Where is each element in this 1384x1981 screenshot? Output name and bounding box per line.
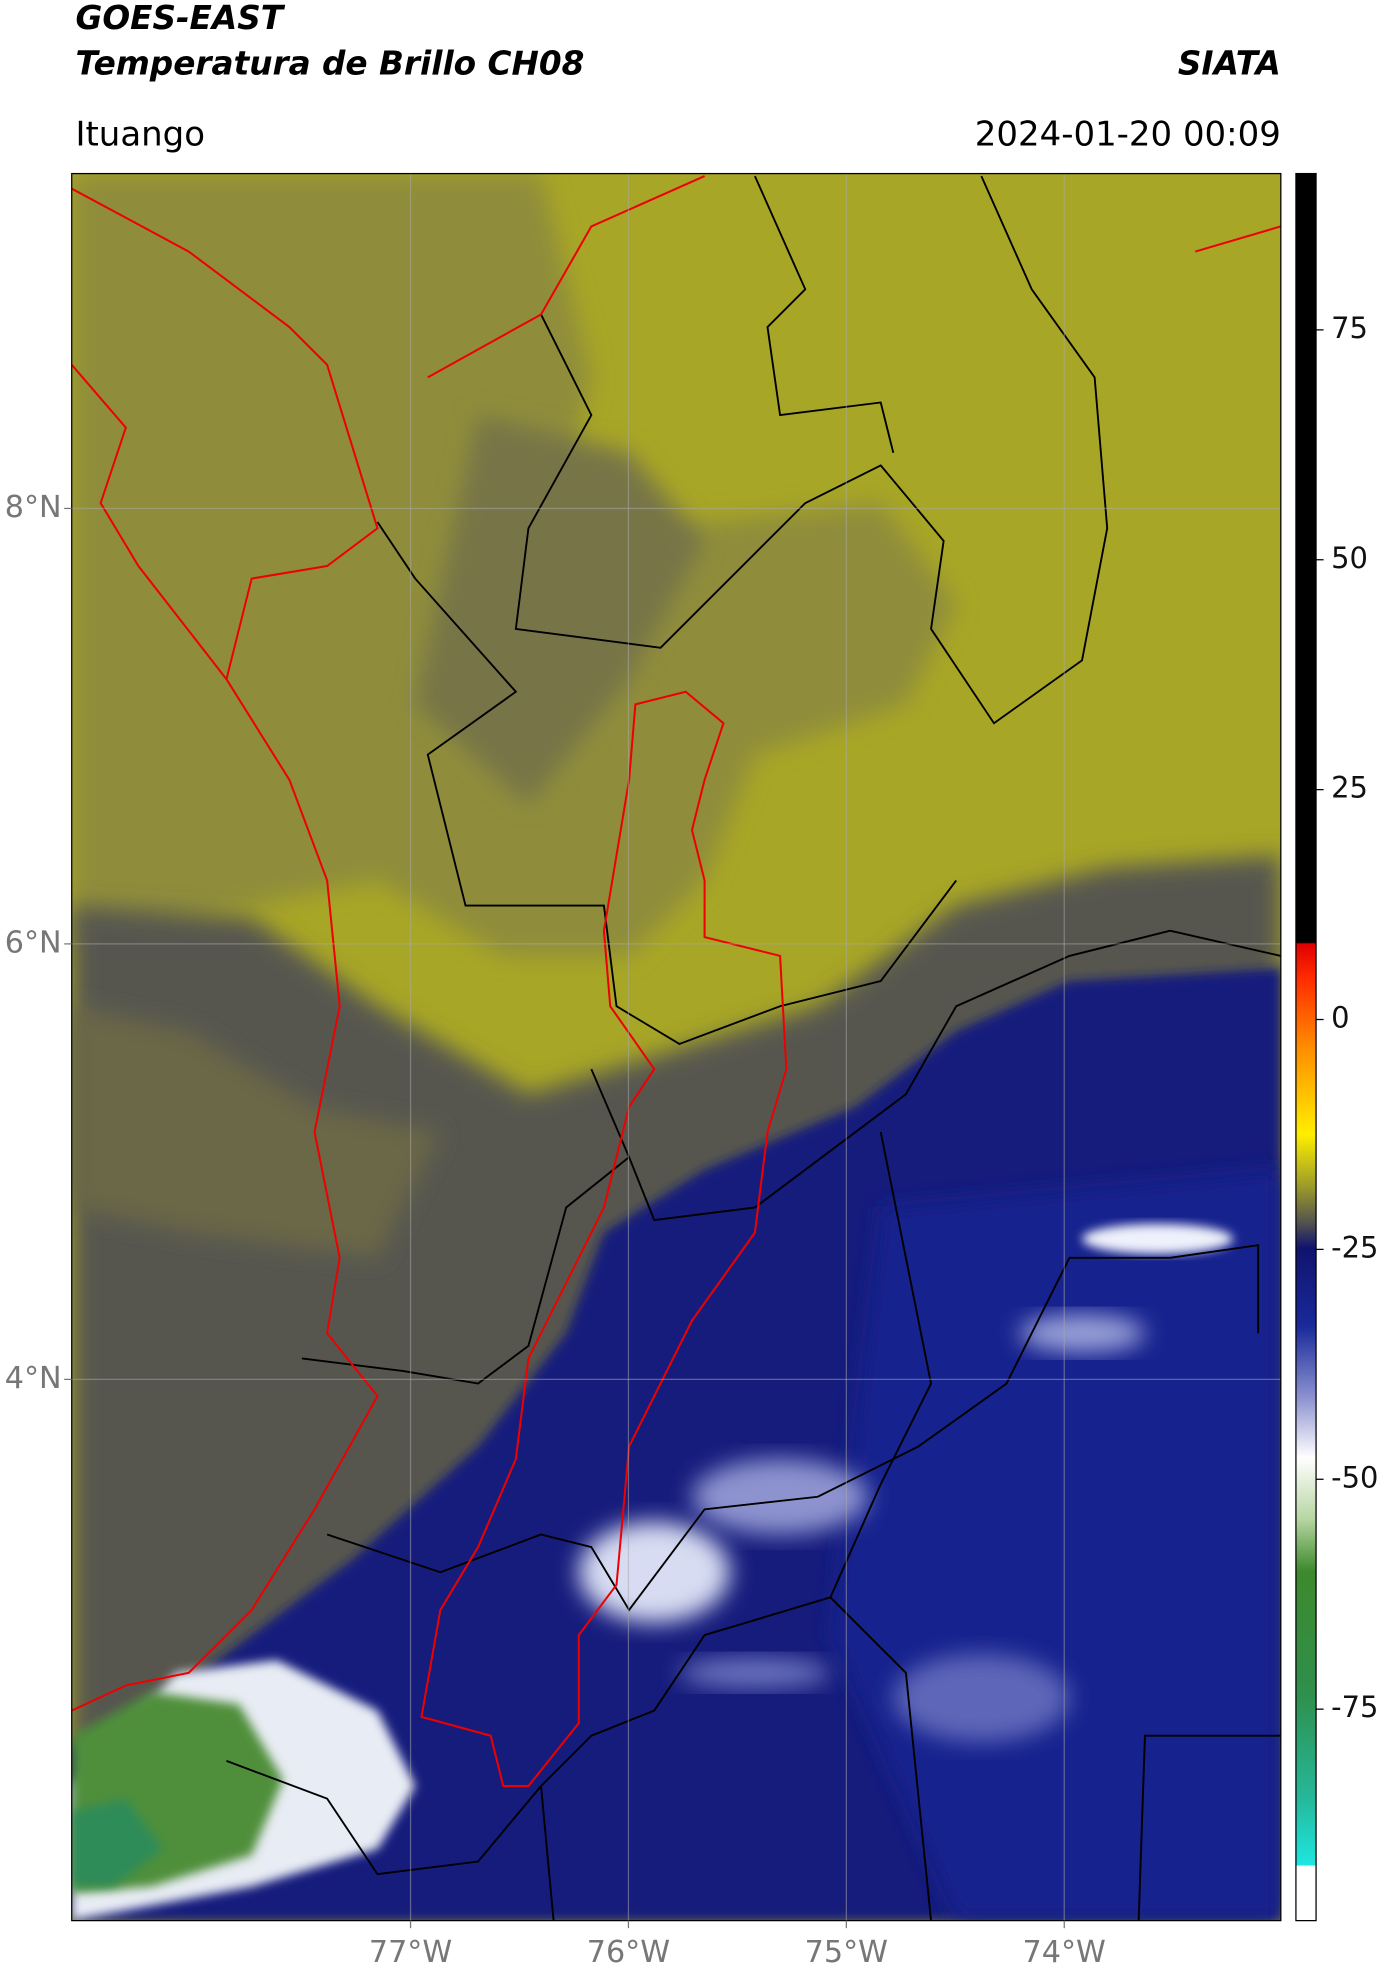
location: Ituango [75,114,205,154]
y-tick-label: 4°N [5,1361,62,1396]
x-tick-label: 77°W [369,1935,452,1970]
basin-outline [420,690,788,1788]
y-tick-label: 8°N [5,490,62,525]
colorbar-label: 25 [1331,771,1368,805]
colorbar-label: -50 [1331,1460,1378,1494]
y-tick-label: 6°N [5,925,62,960]
colorbar [1295,172,1317,1922]
colorbar-label: 0 [1331,1001,1349,1035]
colorbar-label: -25 [1331,1230,1378,1264]
colorbar-label: 75 [1331,311,1368,345]
x-tick-label: 76°W [587,1935,670,1970]
title: GOES-EAST [75,0,285,37]
subtitle: Temperatura de Brillo CH08 [75,44,584,82]
x-tick-label: 75°W [805,1935,888,1970]
source: SIATA [1178,44,1281,82]
satellite-image [71,173,1281,1921]
datetime: 2024-01-20 00:09 [975,114,1281,154]
map-frame [71,172,1282,1922]
x-tick-label: 74°W [1023,1935,1106,1970]
graticule [71,173,1281,1921]
colorbar-label: 50 [1331,541,1368,575]
colorbar-label: -75 [1331,1690,1378,1724]
borders [226,175,1281,1921]
